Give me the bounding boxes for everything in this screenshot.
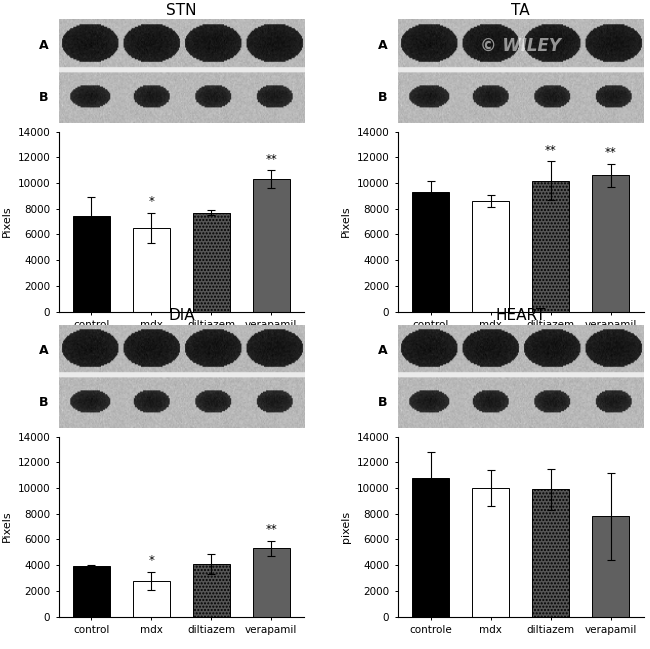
Y-axis label: Pixels: Pixels (2, 511, 12, 543)
Bar (133, 581, 170, 617)
Title: STN: STN (166, 3, 197, 18)
Bar (472, 488, 509, 617)
Bar (412, 192, 449, 312)
Title: HEART: HEART (495, 308, 546, 323)
Title: TA: TA (512, 3, 530, 18)
Bar (592, 517, 629, 617)
Bar (592, 175, 629, 312)
Bar (412, 478, 449, 617)
Title: DIA: DIA (168, 308, 195, 323)
Text: B: B (378, 396, 388, 409)
Y-axis label: Pixels: Pixels (341, 206, 351, 238)
Bar (133, 228, 170, 312)
Y-axis label: pixels: pixels (341, 511, 351, 543)
Bar (253, 179, 290, 312)
Text: B: B (39, 396, 49, 409)
Bar (193, 564, 230, 617)
Bar (253, 548, 290, 617)
Text: A: A (39, 344, 49, 357)
Bar (532, 489, 569, 617)
Text: A: A (378, 344, 388, 357)
Text: © WILEY: © WILEY (480, 36, 561, 55)
Bar (193, 213, 230, 312)
Text: *: * (148, 195, 154, 208)
Bar (73, 567, 110, 617)
Text: **: ** (265, 153, 277, 165)
Bar (532, 180, 569, 312)
Text: *: * (148, 554, 154, 567)
Text: **: ** (604, 146, 616, 159)
Text: **: ** (545, 144, 556, 157)
Bar (73, 217, 110, 312)
Text: B: B (39, 91, 49, 104)
Text: **: ** (265, 523, 277, 536)
Text: A: A (39, 39, 49, 52)
Text: A: A (378, 39, 388, 52)
Bar (472, 201, 509, 312)
Y-axis label: Pixels: Pixels (2, 206, 12, 238)
Text: B: B (378, 91, 388, 104)
